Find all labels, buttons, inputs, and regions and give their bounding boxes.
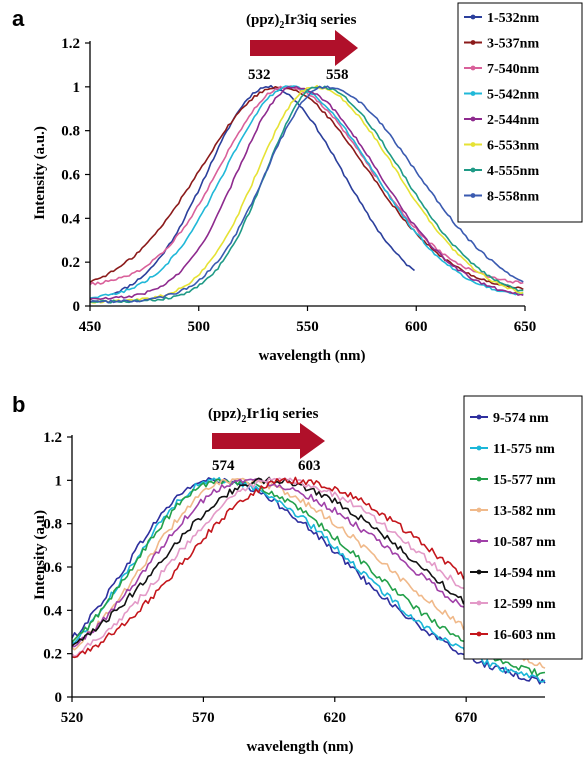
chart-panel-a: a 0 0.2 0.4 0.6 0.8 1 1.2 450 500 550 600 650 wavel… [12, 2, 583, 364]
y-tick-label: 0.6 [43, 560, 62, 576]
legend-entry: 12-599 nm [493, 597, 556, 612]
y-tick-label: 1 [55, 473, 63, 489]
y-tick-label: 0.8 [43, 517, 62, 533]
chart-panel-b: b 0 0.2 0.4 0.6 0.8 1 1.2 520 570 620 670 waveleng… [12, 392, 583, 755]
legend-entry: 3-537nm [487, 37, 539, 52]
series-title-b: (ppz)2Ir1iq series [208, 406, 319, 425]
legend-entry: 7-540nm [487, 62, 539, 77]
legend-marker [470, 142, 476, 147]
y-tick-label: 1.2 [61, 36, 80, 52]
start-label-a: 532 [248, 67, 271, 83]
legend-marker [470, 167, 476, 173]
legend-marker [476, 476, 482, 482]
legend-a: 1-532nm 3-537nm 7-540nm 5-542nm 2-544nm 6-553… [457, 2, 583, 223]
y-tick-label: 0.4 [61, 211, 80, 227]
y-tick-label: 0.2 [61, 255, 80, 271]
y-tick-label: 0.4 [43, 603, 62, 619]
x-axis-label-a: wavelength (nm) [258, 348, 365, 364]
legend-marker [476, 631, 482, 637]
legend-marker [476, 445, 482, 451]
legend-marker [476, 600, 482, 606]
x-tick-label: 550 [296, 319, 319, 335]
y-tick-label: 0.6 [61, 168, 80, 184]
y-axis-label-a: Intensity (a.u.) [32, 126, 48, 220]
legend-marker [470, 40, 476, 45]
legend-entry: 4-555nm [487, 164, 539, 179]
shift-arrow-a [250, 30, 358, 66]
legend-entry: 6-553nm [487, 139, 539, 154]
x-tick-label: 620 [324, 710, 347, 726]
legend-entry: 13-582 nm [493, 504, 556, 519]
x-tick-label: 670 [455, 710, 478, 726]
legend-marker [470, 193, 476, 198]
legend-entry: 14-594 nm [493, 566, 556, 581]
legend-entry: 15-577 nm [493, 473, 556, 488]
x-tick-label: 570 [192, 710, 215, 726]
series-line-4-555nm [89, 85, 524, 304]
legend-box [457, 2, 583, 223]
legend-entry: 2-544nm [487, 113, 539, 128]
end-label-b: 603 [298, 458, 321, 474]
legend-entry: 11-575 nm [493, 442, 555, 457]
y-tick-label: 1 [73, 80, 81, 96]
x-tick-label: 600 [405, 319, 428, 335]
x-tick-label: 500 [188, 319, 211, 335]
legend-entry: 9-574 nm [493, 411, 549, 426]
x-tick-label: 450 [79, 319, 102, 335]
legend-marker [470, 116, 476, 122]
y-tick-label: 0 [73, 299, 81, 315]
series-line-6-553nm [89, 84, 524, 304]
series-line-8-558nm [89, 85, 524, 304]
legend-marker [476, 507, 482, 513]
legend-marker [470, 65, 476, 71]
shift-arrow-b [212, 423, 325, 459]
end-label-a: 558 [326, 67, 349, 83]
legend-marker [476, 569, 482, 575]
panel-label-a: a [12, 6, 25, 31]
legend-entry: 5-542nm [487, 88, 539, 103]
legend-entry: 10-587 nm [493, 535, 556, 550]
legend-marker [476, 414, 482, 420]
x-axis-label-b: wavelength (nm) [246, 739, 353, 755]
start-label-b: 574 [212, 458, 235, 474]
x-tick-label: 520 [61, 710, 84, 726]
legend-marker [470, 91, 476, 96]
legend-entry: 8-558nm [487, 190, 539, 205]
series-line-3-537nm [89, 86, 524, 291]
y-tick-label: 0.8 [61, 124, 80, 140]
legend-box [463, 395, 583, 660]
x-tick-label: 650 [514, 319, 537, 335]
legend-marker [476, 538, 482, 544]
y-tick-label: 0.2 [43, 647, 62, 663]
y-tick-label: 0 [55, 690, 63, 706]
panel-label-b: b [12, 392, 25, 417]
legend-entry: 1-532nm [487, 11, 539, 26]
legend-b: 9-574 nm 11-575 nm 15-577 nm 13-582 nm 10-58… [463, 395, 583, 660]
series-line-1-532nm [111, 84, 416, 296]
y-axis-label-b: Intensity (a.u) [32, 510, 48, 600]
series-title-a: (ppz)2Ir3iq series [246, 12, 357, 31]
legend-entry: 16-603 nm [493, 628, 556, 643]
y-tick-label: 1.2 [43, 430, 62, 446]
legend-marker [470, 14, 476, 20]
